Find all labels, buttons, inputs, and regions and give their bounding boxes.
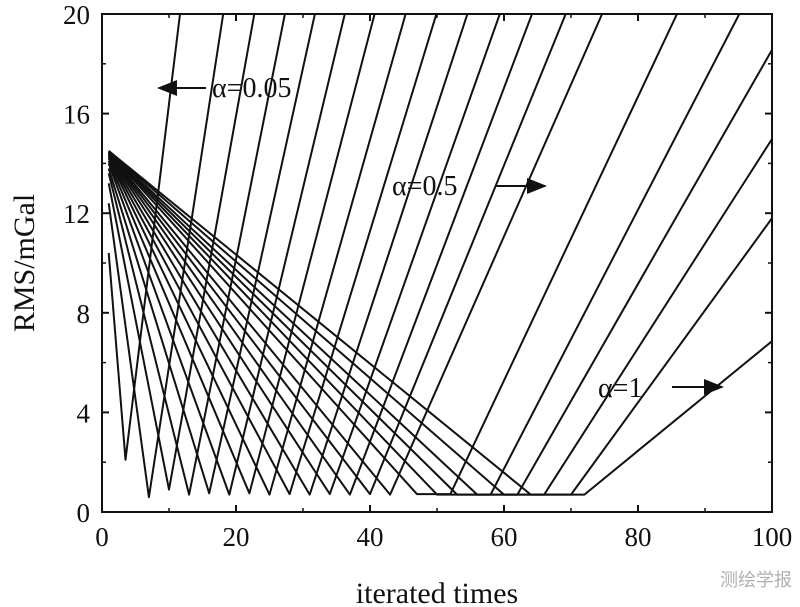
- annotations-layer: α=0.05 α=0.5 α=1: [157, 73, 724, 404]
- y-tick-label: 4: [77, 398, 91, 428]
- y-tick-label: 20: [63, 0, 90, 30]
- rms-curve-alpha-0-35: [107, 14, 376, 495]
- x-tick-label: 100: [752, 522, 793, 552]
- rms-curve-alpha-1: [108, 150, 772, 496]
- ticks-layer: 0 20 40 60 80 100 0 4 8 12 16 20: [63, 0, 792, 552]
- rms-curve-alpha-0-5: [107, 14, 469, 496]
- rms-curve-alpha-0-65: [107, 14, 567, 496]
- rms-curve-alpha-0-25: [107, 14, 316, 495]
- x-tick-label: 40: [357, 522, 384, 552]
- x-tick-label: 80: [625, 522, 652, 552]
- annotation-alpha-1: α=1: [598, 373, 642, 404]
- x-axis-title: iterated times: [356, 577, 518, 607]
- rms-curve-alpha-0-15: [107, 14, 256, 491]
- rms-curve-alpha-0-2: [107, 14, 286, 496]
- rms-curve-alpha-0-6: [107, 14, 533, 496]
- rms-curve-alpha-0-7: [107, 14, 604, 496]
- rms-curve-alpha-0-1: [107, 14, 225, 499]
- rms-curve-alpha-0-55: [107, 14, 501, 496]
- y-tick-label: 0: [77, 498, 91, 528]
- annotation-alpha-0-5: α=0.5: [392, 171, 457, 202]
- y-tick-label: 8: [77, 299, 91, 329]
- journal-watermark: 测绘学报: [720, 570, 792, 591]
- y-tick-label: 12: [63, 199, 90, 229]
- annotation-alpha-0-05: α=0.05: [212, 73, 291, 104]
- rms-curve-alpha-0-75: [107, 14, 678, 496]
- rms-curve-alpha-0-4: [107, 14, 407, 496]
- x-tick-label: 20: [223, 522, 250, 552]
- rms-curve-alpha-0-3: [107, 14, 346, 496]
- x-tick-label: 0: [95, 522, 109, 552]
- y-axis-title: RMS/mGal: [8, 194, 41, 332]
- rms-curve-alpha-0-45: [107, 14, 438, 496]
- curves-layer: [107, 14, 772, 499]
- x-tick-label: 60: [491, 522, 518, 552]
- rms-curve-alpha-0-05: [107, 14, 181, 461]
- y-tick-label: 16: [63, 100, 90, 130]
